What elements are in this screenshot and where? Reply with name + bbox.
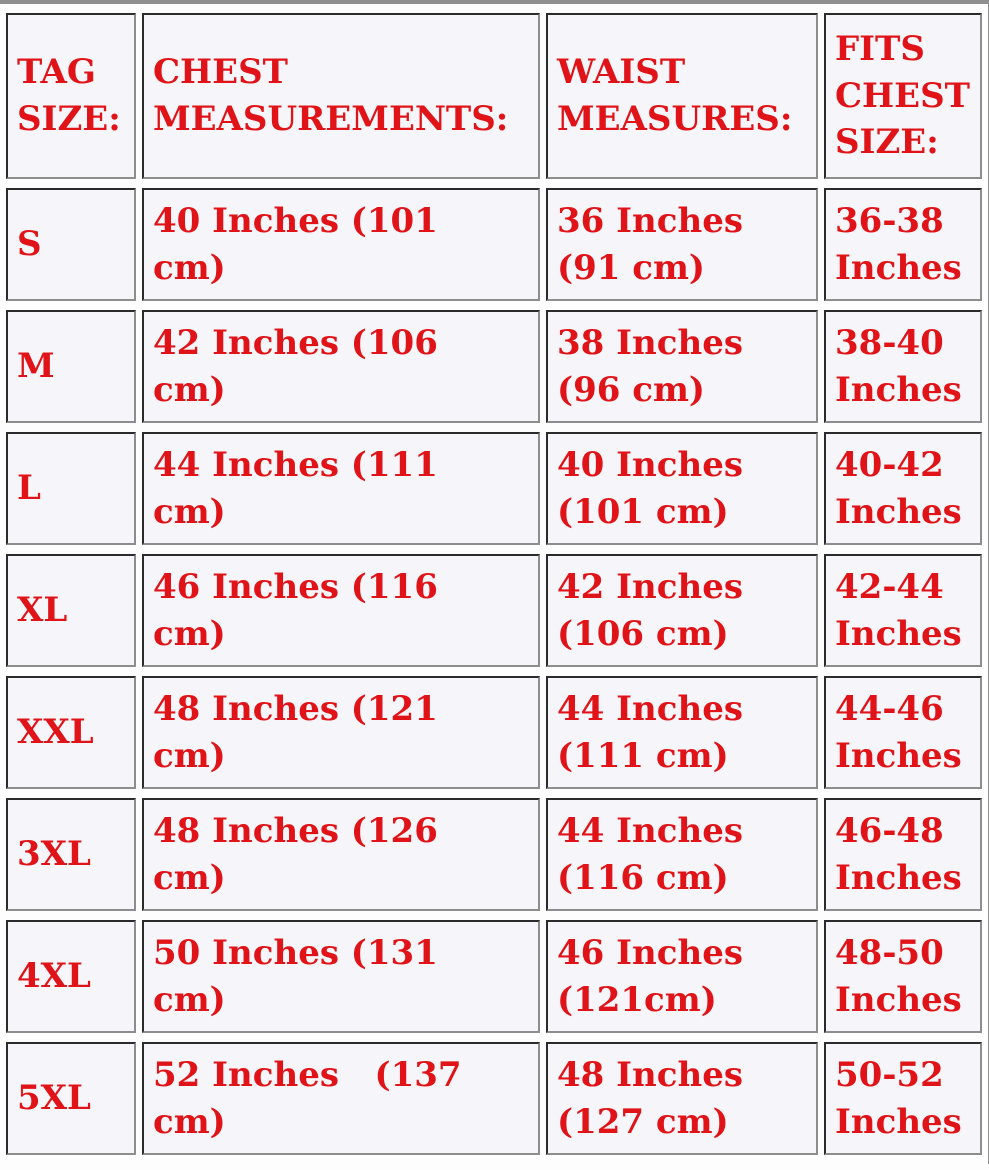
size-chart-table: TAG SIZE: CHEST MEASUREMENTS: WAIST MEAS…: [0, 4, 988, 1164]
size-row-4xl: 4XL 50 Inches (131 cm) 46 Inches (121cm)…: [6, 920, 982, 1033]
size-row-m: M 42 Inches (106 cm) 38 Inches (96 cm) 3…: [6, 310, 982, 423]
header-tag-size: TAG SIZE:: [6, 13, 136, 179]
chest-cell: 48 Inches (126 cm): [142, 798, 540, 911]
tag-size-cell: 5XL: [6, 1042, 136, 1155]
chest-cell: 42 Inches (106 cm): [142, 310, 540, 423]
size-row-xxl: XXL 48 Inches (121 cm) 44 Inches (111 cm…: [6, 676, 982, 789]
waist-cell: 40 Inches (101 cm): [546, 432, 818, 545]
header-waist-measures: WAIST MEASURES:: [546, 13, 818, 179]
tag-size-cell: 3XL: [6, 798, 136, 911]
size-row-xl: XL 46 Inches (116 cm) 42 Inches (106 cm)…: [6, 554, 982, 667]
chest-cell: 50 Inches (131 cm): [142, 920, 540, 1033]
waist-cell: 44 Inches (116 cm): [546, 798, 818, 911]
waist-cell: 46 Inches (121cm): [546, 920, 818, 1033]
fits-cell: 46-48 Inches: [824, 798, 982, 911]
fits-cell: 36-38 Inches: [824, 188, 982, 301]
size-row-5xl: 5XL 52 Inches (137 cm) 48 Inches (127 cm…: [6, 1042, 982, 1155]
header-fits-chest-size: FITS CHEST SIZE:: [824, 13, 982, 179]
fits-cell: 38-40 Inches: [824, 310, 982, 423]
size-row-l: L 44 Inches (111 cm) 40 Inches (101 cm) …: [6, 432, 982, 545]
tag-size-cell: XXL: [6, 676, 136, 789]
waist-cell: 44 Inches (111 cm): [546, 676, 818, 789]
header-chest-measurements: CHEST MEASUREMENTS:: [142, 13, 540, 179]
header-row: TAG SIZE: CHEST MEASUREMENTS: WAIST MEAS…: [6, 13, 982, 179]
waist-cell: 42 Inches (106 cm): [546, 554, 818, 667]
tag-size-cell: L: [6, 432, 136, 545]
chest-cell: 48 Inches (121 cm): [142, 676, 540, 789]
size-row-3xl: 3XL 48 Inches (126 cm) 44 Inches (116 cm…: [6, 798, 982, 911]
fits-cell: 44-46 Inches: [824, 676, 982, 789]
chest-cell: 46 Inches (116 cm): [142, 554, 540, 667]
fits-cell: 48-50 Inches: [824, 920, 982, 1033]
chest-cell: 52 Inches (137 cm): [142, 1042, 540, 1155]
tag-size-cell: S: [6, 188, 136, 301]
size-row-s: S 40 Inches (101 cm) 36 Inches (91 cm) 3…: [6, 188, 982, 301]
waist-cell: 36 Inches (91 cm): [546, 188, 818, 301]
chest-cell: 40 Inches (101 cm): [142, 188, 540, 301]
tag-size-cell: XL: [6, 554, 136, 667]
chest-cell: 44 Inches (111 cm): [142, 432, 540, 545]
tag-size-cell: M: [6, 310, 136, 423]
waist-cell: 38 Inches (96 cm): [546, 310, 818, 423]
fits-cell: 42-44 Inches: [824, 554, 982, 667]
fits-cell: 40-42 Inches: [824, 432, 982, 545]
waist-cell: 48 Inches (127 cm): [546, 1042, 818, 1155]
fits-cell: 50-52 Inches: [824, 1042, 982, 1155]
tag-size-cell: 4XL: [6, 920, 136, 1033]
